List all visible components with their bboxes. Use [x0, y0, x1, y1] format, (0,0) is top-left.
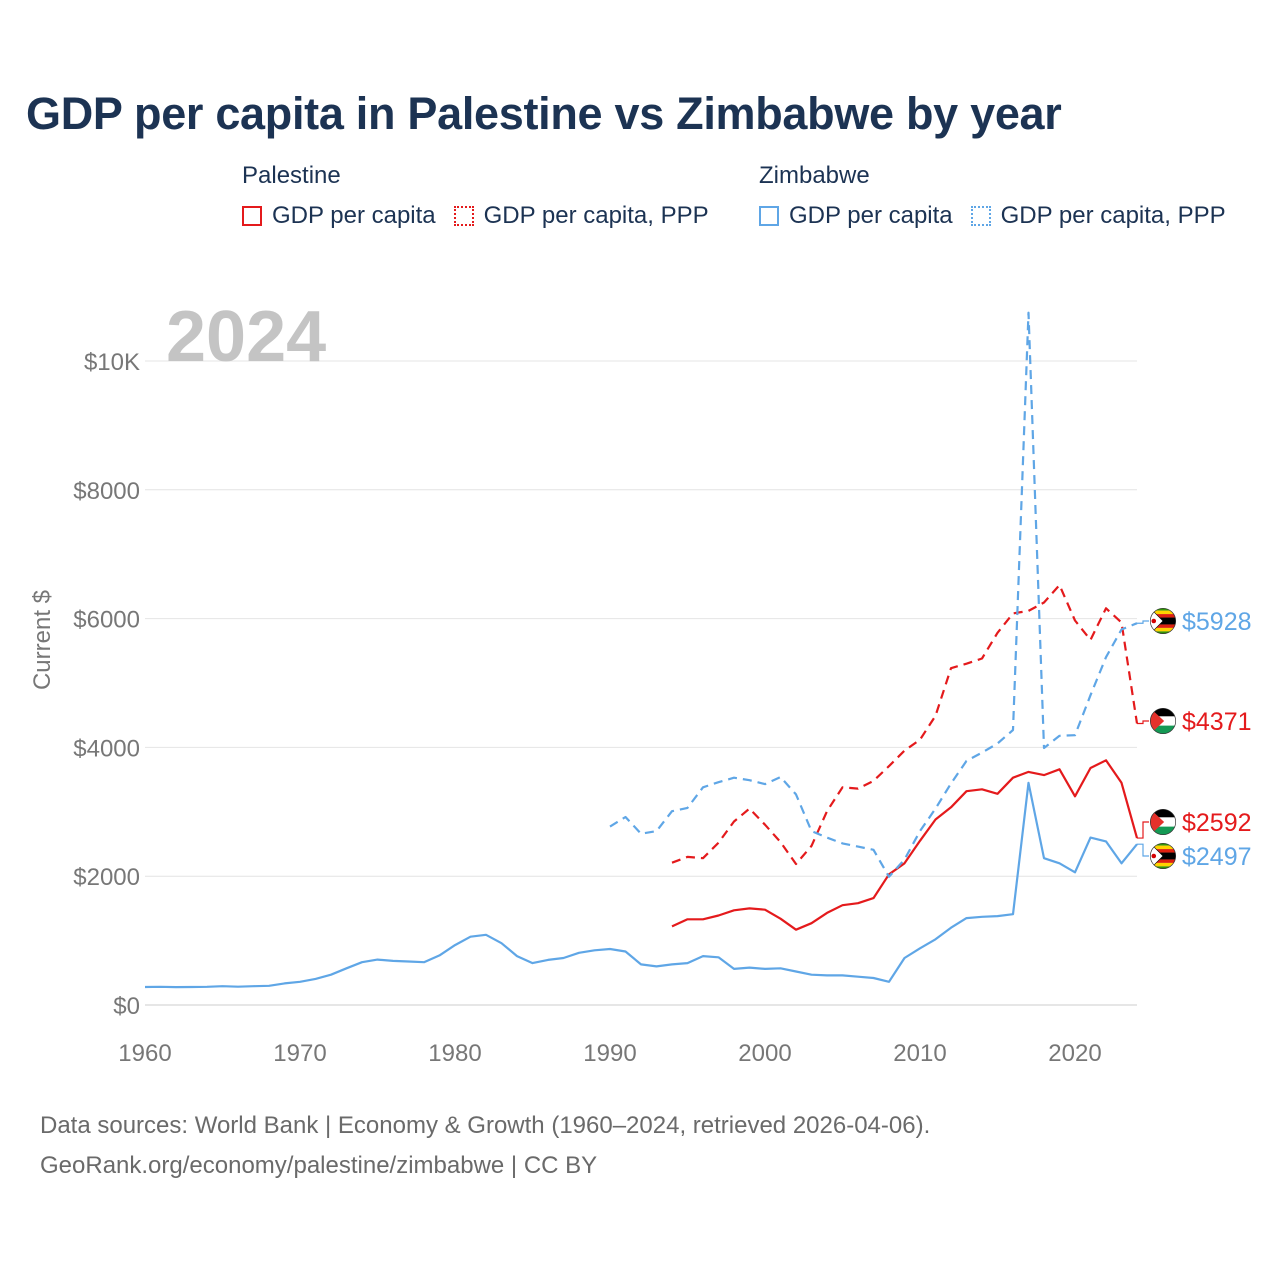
x-tick-label-2020: 2020	[1048, 1040, 1101, 1067]
source-note: Data sources: World Bank | Economy & Gro…	[40, 1106, 930, 1186]
source-line-2: GeoRank.org/economy/palestine/zimbabwe |…	[40, 1146, 930, 1186]
x-tick-label-1970: 1970	[273, 1040, 326, 1067]
palestine-flag-icon	[1148, 706, 1178, 736]
x-tick-label-1990: 1990	[583, 1040, 636, 1067]
label-connector	[1137, 822, 1149, 838]
end-value-label: $4371	[1182, 708, 1252, 736]
source-line-1: Data sources: World Bank | Economy & Gro…	[40, 1106, 930, 1146]
x-tick-label-2010: 2010	[893, 1040, 946, 1067]
x-tick-label-1980: 1980	[428, 1040, 481, 1067]
y-tick-label-10000: $10K	[84, 349, 140, 376]
y-axis-title: Current $	[29, 590, 57, 690]
end-labels: $2592 $4371 $2497 $5928	[1137, 606, 1252, 871]
end-value-label: $2497	[1182, 843, 1252, 871]
x-tick-label-2000: 2000	[738, 1040, 791, 1067]
end-value-label: $5928	[1182, 608, 1252, 636]
y-tick-label-6000: $6000	[73, 607, 140, 634]
y-tick-label-0: $0	[113, 993, 140, 1020]
series-lines	[145, 313, 1137, 987]
palestine-flag-icon	[1148, 807, 1178, 837]
grid-lines	[145, 361, 1137, 876]
series-line-zimbabwe-gdp	[145, 783, 1137, 987]
line-chart: $0 $2000 $4000 $6000 $8000 $10K 1960 1970 1980 19…	[0, 0, 1280, 1280]
y-tick-label-4000: $4000	[73, 735, 140, 762]
x-tick-label-1960: 1960	[118, 1040, 171, 1067]
end-value-label: $2592	[1182, 809, 1252, 837]
y-tick-label-8000: $8000	[73, 478, 140, 505]
label-connector	[1137, 844, 1149, 856]
year-watermark: 2024	[166, 296, 326, 378]
series-line-zimbabwe-ppp	[610, 313, 1137, 877]
label-connector	[1137, 621, 1149, 623]
axes: $0 $2000 $4000 $6000 $8000 $10K 1960 1970 1980 19…	[73, 349, 1137, 1067]
label-connector	[1137, 721, 1149, 724]
zimbabwe-flag-icon	[1148, 841, 1178, 871]
zimbabwe-flag-icon	[1148, 606, 1178, 636]
series-line-palestine-gdp	[672, 760, 1137, 929]
y-tick-label-2000: $2000	[73, 864, 140, 891]
series-line-palestine-ppp	[672, 585, 1137, 864]
